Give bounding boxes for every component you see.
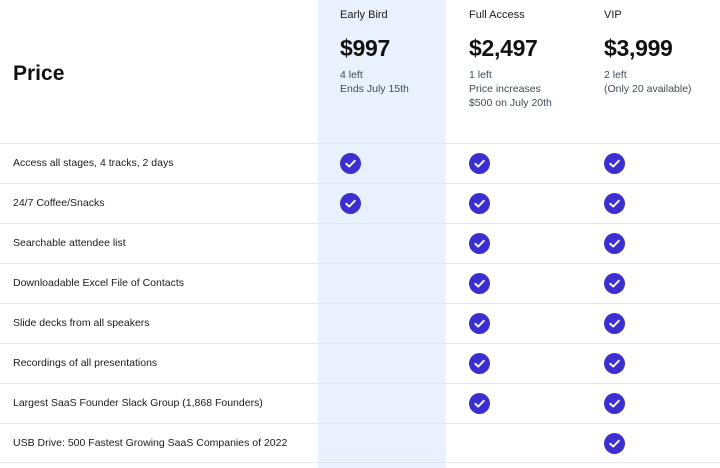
plan-price: $3,999 [604, 35, 673, 61]
check-circle-icon [604, 353, 625, 374]
vip-cell [604, 273, 625, 294]
table-row: Largest SaaS Founder Slack Group (1,868 … [0, 383, 720, 423]
plan-price: $2,497 [469, 35, 538, 61]
feature-label: 24/7 Coffee/Snacks [13, 197, 105, 209]
feature-label: Downloadable Excel File of Contacts [13, 277, 185, 289]
plan-name: VIP [604, 9, 622, 21]
plan-note: 1 left Price increases $500 on July 20th [469, 68, 552, 110]
pricing-header: Price Early Bird $997 4 left Ends July 1… [0, 0, 720, 143]
plan-note-line: 2 left [604, 69, 627, 81]
feature-label: Searchable attendee list [13, 237, 126, 249]
check-circle-icon [469, 233, 490, 254]
plan-price: $997 [340, 35, 390, 61]
plan-name: Early Bird [340, 9, 388, 21]
feature-label: Access all stages, 4 tracks, 2 days [13, 157, 174, 169]
check-circle-icon [469, 313, 490, 334]
full-access-cell [469, 353, 490, 374]
full-access-cell [469, 193, 490, 214]
full-access-cell [469, 153, 490, 174]
table-row: Recordings of all presentations [0, 343, 720, 383]
feature-label: Recordings of all presentations [13, 357, 158, 369]
plan-note-line: Ends July 15th [340, 83, 409, 95]
early-bird-cell [340, 153, 361, 174]
plan-name: Full Access [469, 9, 525, 21]
plan-note: 2 left (Only 20 available) [604, 68, 692, 96]
check-circle-icon [469, 353, 490, 374]
full-access-cell [469, 273, 490, 294]
full-access-cell [469, 393, 490, 414]
plan-note-line: Price increases [469, 83, 541, 95]
plan-note-line: $500 on July 20th [469, 97, 552, 109]
check-circle-icon [604, 393, 625, 414]
check-circle-icon [604, 233, 625, 254]
check-circle-icon [604, 273, 625, 294]
feature-table: Access all stages, 4 tracks, 2 days 24/7 … [0, 143, 720, 463]
check-circle-icon [604, 193, 625, 214]
check-circle-icon [604, 313, 625, 334]
table-row: Searchable attendee list [0, 223, 720, 263]
plan-note-line: (Only 20 available) [604, 83, 692, 95]
plan-note: 4 left Ends July 15th [340, 68, 409, 96]
full-access-cell [469, 313, 490, 334]
feature-label: Slide decks from all speakers [13, 317, 150, 329]
check-circle-icon [340, 193, 361, 214]
early-bird-cell [340, 193, 361, 214]
feature-label: Largest SaaS Founder Slack Group (1,868 … [13, 397, 263, 409]
table-row: Downloadable Excel File of Contacts [0, 263, 720, 303]
check-circle-icon [604, 153, 625, 174]
check-circle-icon [604, 433, 625, 454]
check-circle-icon [340, 153, 361, 174]
price-heading: Price [13, 62, 65, 85]
full-access-cell [469, 233, 490, 254]
check-circle-icon [469, 153, 490, 174]
vip-cell [604, 353, 625, 374]
vip-cell [604, 233, 625, 254]
check-circle-icon [469, 273, 490, 294]
table-row: Slide decks from all speakers [0, 303, 720, 343]
table-row: USB Drive: 500 Fastest Growing SaaS Comp… [0, 423, 720, 463]
vip-cell [604, 393, 625, 414]
plan-vip: VIP $3,999 2 left (Only 20 available) [604, 0, 714, 143]
plan-full-access: Full Access $2,497 1 left Price increase… [469, 0, 589, 143]
early-bird-highlight-column [318, 0, 446, 468]
vip-cell [604, 313, 625, 334]
plan-note-line: 4 left [340, 69, 363, 81]
vip-cell [604, 193, 625, 214]
plan-early-bird: Early Bird $997 4 left Ends July 15th [340, 0, 440, 143]
vip-cell [604, 153, 625, 174]
table-row: 24/7 Coffee/Snacks [0, 183, 720, 223]
check-circle-icon [469, 393, 490, 414]
feature-label: USB Drive: 500 Fastest Growing SaaS Comp… [13, 437, 288, 449]
check-circle-icon [469, 193, 490, 214]
plan-note-line: 1 left [469, 69, 492, 81]
vip-cell [604, 433, 625, 454]
table-row: Access all stages, 4 tracks, 2 days [0, 143, 720, 183]
